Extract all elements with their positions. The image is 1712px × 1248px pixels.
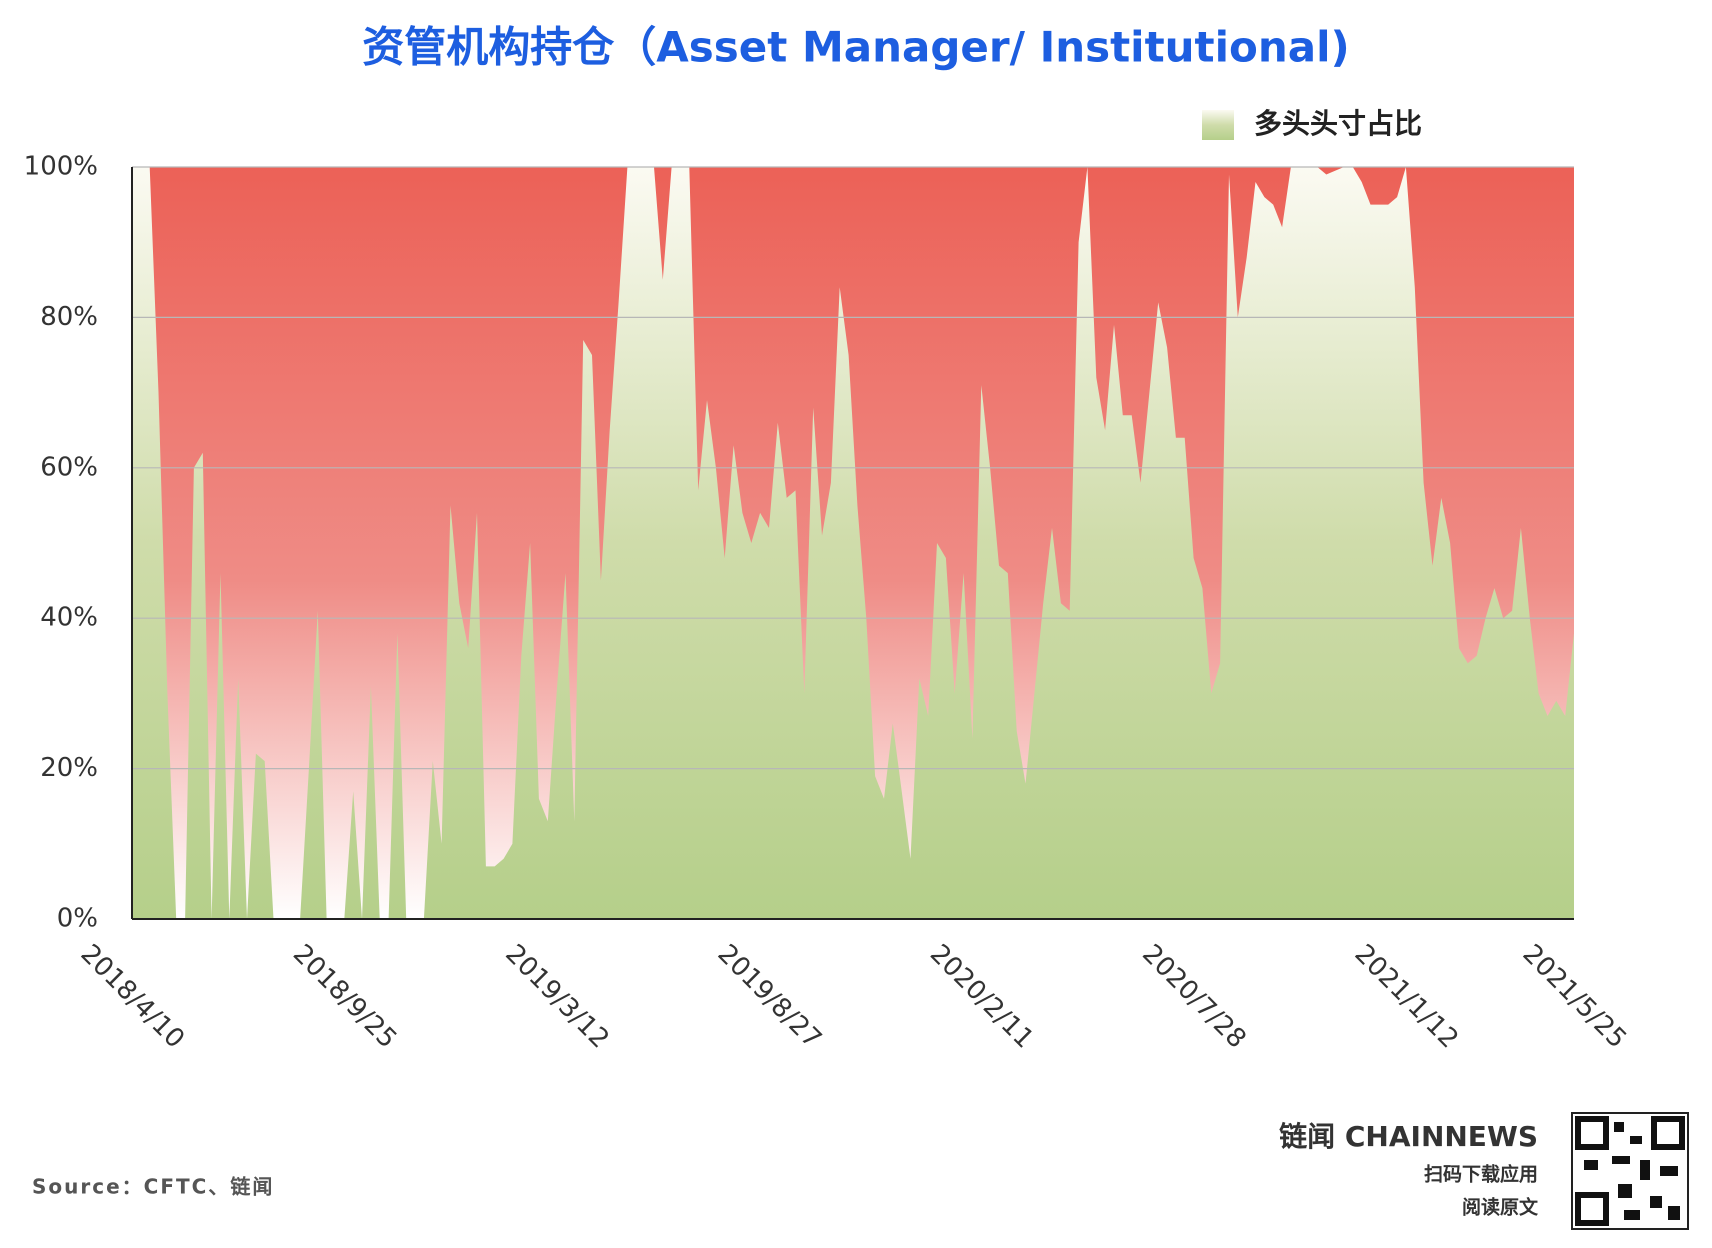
x-tick-label: 2021/1/12 [1349,939,1464,1054]
x-tick-label: 2021/5/25 [1517,939,1632,1054]
y-tick-label: 100% [24,152,98,182]
legend-swatch [1202,110,1234,140]
y-tick-label: 0% [57,904,98,934]
x-tick-label: 2020/7/28 [1136,939,1251,1054]
y-tick-label: 60% [40,452,98,482]
x-tick-label: 2019/3/12 [499,939,614,1054]
chart-title: 资管机构持仓（Asset Manager/ Institutional) [362,23,1349,72]
x-tick-label: 2020/2/11 [924,939,1039,1054]
y-tick-label: 80% [40,302,98,332]
x-tick-label: 2019/8/27 [712,939,827,1054]
brand: 链闻 CHAINNEWS [1279,1120,1538,1153]
y-tick-label: 20% [40,753,98,783]
brand-line: 扫码下载应用 [1424,1163,1538,1186]
brand-line: 阅读原文 [1462,1196,1539,1219]
legend-label: 多头头寸占比 [1254,107,1422,140]
x-tick-label: 2018/9/25 [287,939,402,1054]
qr-code [1571,1112,1689,1230]
x-tick-label: 2018/4/10 [75,939,190,1054]
y-tick-label: 40% [40,603,98,633]
source-note: Source：CFTC、链闻 [32,1175,274,1199]
area [132,167,1574,919]
